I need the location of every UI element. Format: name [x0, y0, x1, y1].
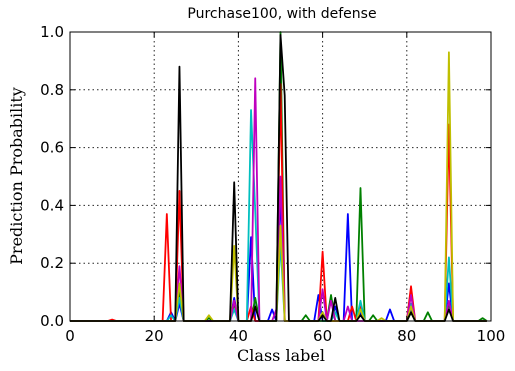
x-tick-label: 80: [397, 327, 416, 345]
y-tick-label: 0.6: [40, 139, 64, 157]
y-tick-label: 0.2: [40, 254, 64, 272]
x-tick-label: 0: [65, 327, 75, 345]
series-group: [70, 31, 488, 322]
x-axis-label: Class label: [237, 346, 325, 365]
ticks: 0 20 40 60 80 100 0.0 0.2 0.4 0.6 0.8 1.0: [40, 23, 505, 345]
gridlines: [70, 32, 491, 321]
plot-frame: [69, 31, 492, 322]
x-tick-label: 100: [477, 327, 506, 345]
x-tick-label: 40: [229, 327, 248, 345]
y-tick-label: 1.0: [40, 23, 64, 41]
x-tick-label: 60: [313, 327, 332, 345]
y-axis-label: Prediction Probability: [7, 87, 26, 265]
y-tick-label: 0.0: [40, 312, 64, 330]
chart-title: Purchase100, with defense: [187, 6, 376, 22]
x-tick-label: 20: [145, 327, 164, 345]
y-tick-label: 0.8: [40, 81, 64, 99]
y-tick-label: 0.4: [40, 196, 64, 214]
